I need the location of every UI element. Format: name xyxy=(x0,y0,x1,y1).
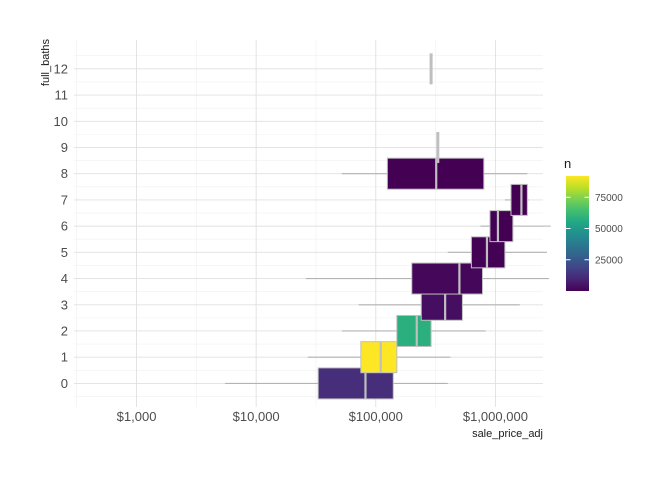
y-tick-label: 10 xyxy=(54,114,68,129)
box-full-baths-7 xyxy=(504,183,529,216)
box-full-baths-5 xyxy=(447,236,547,269)
x-tick-label: $1,000,000 xyxy=(463,409,528,424)
legend-label: 25000 xyxy=(595,255,623,266)
iqr-box xyxy=(510,183,528,216)
iqr-box xyxy=(489,210,514,243)
box-full-baths-0 xyxy=(225,367,448,400)
y-tick-label: 1 xyxy=(61,350,68,365)
y-tick-label: 8 xyxy=(61,166,68,181)
box-full-baths-6 xyxy=(480,210,551,243)
x-tick-label: $100,000 xyxy=(349,409,403,424)
legend-label: 50000 xyxy=(595,224,623,235)
grid xyxy=(74,40,543,407)
x-tick-label: $1,000 xyxy=(117,409,157,424)
iqr-box xyxy=(470,236,506,269)
iqr-box xyxy=(360,341,398,374)
y-axis-title: full_baths xyxy=(40,39,52,87)
legend-colorbar xyxy=(566,176,589,291)
legend-label: 75000 xyxy=(595,193,623,204)
box-full-baths-4 xyxy=(305,262,549,295)
y-tick-label: 3 xyxy=(61,297,68,312)
box-full-baths-8 xyxy=(341,157,528,190)
y-tick-label: 7 xyxy=(61,192,68,207)
y-tick-label: 5 xyxy=(61,245,68,260)
y-tick-label: 12 xyxy=(54,61,68,76)
box-full-baths-1 xyxy=(307,341,451,374)
iqr-box xyxy=(411,262,483,295)
legend-title: n xyxy=(564,156,571,171)
y-tick-label: 0 xyxy=(61,376,68,391)
y-tick-label: 6 xyxy=(61,219,68,234)
boxes xyxy=(225,53,551,400)
y-tick-label: 4 xyxy=(61,271,68,286)
x-tick-label: $10,000 xyxy=(233,409,280,424)
y-tick-label: 9 xyxy=(61,140,68,155)
legend: n 25000 50000 75000 xyxy=(564,156,623,291)
y-tick-label: 11 xyxy=(55,88,69,103)
y-tick-label: 2 xyxy=(61,323,68,338)
x-axis-title: sale_price_adj xyxy=(472,428,543,440)
axes: $1,000 $10,000 $100,000 $1,000,000012345678… xyxy=(54,61,528,424)
